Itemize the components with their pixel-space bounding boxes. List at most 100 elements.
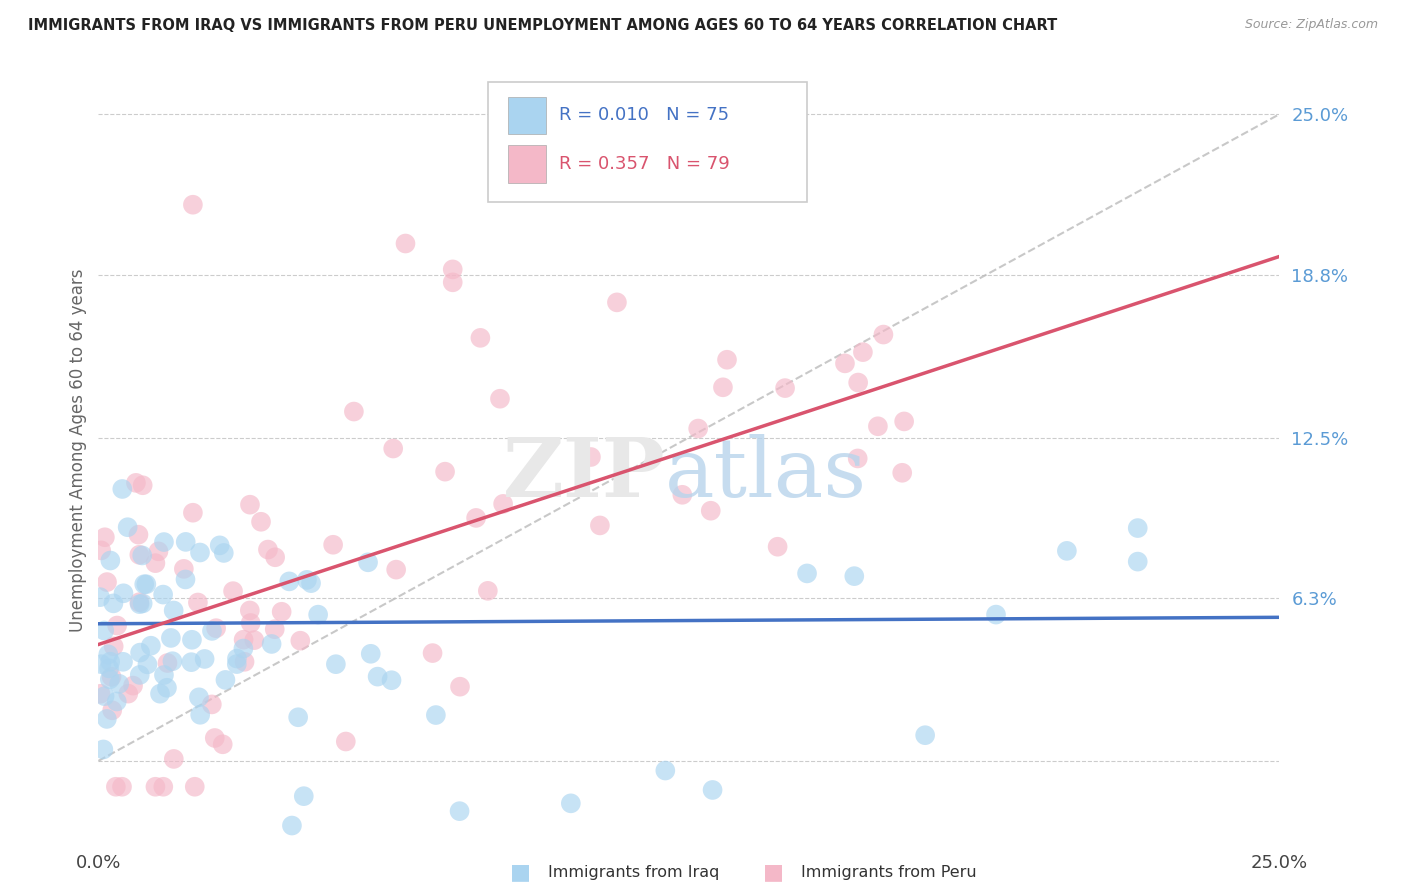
#aad4f0 [325,657,347,672]
#f4b8c8 [688,421,710,435]
#aad4f0 [112,655,135,669]
#f4b8c8 [90,543,112,558]
#aad4f0 [152,588,174,602]
#f4b8c8 [492,497,515,511]
#f4b8c8 [145,556,167,570]
#f4b8c8 [263,622,285,636]
Text: atlas: atlas [665,434,868,514]
#f4b8c8 [766,540,789,554]
#f4b8c8 [422,646,444,660]
#aad4f0 [128,668,150,682]
#f4b8c8 [145,780,167,794]
#f4b8c8 [122,679,145,693]
#f4b8c8 [239,498,262,512]
#f4b8c8 [211,737,233,751]
#aad4f0 [162,654,184,668]
#aad4f0 [292,789,315,804]
#f4b8c8 [94,530,117,544]
#f4b8c8 [773,381,796,395]
#aad4f0 [135,577,157,591]
Text: ZIP: ZIP [503,434,665,514]
#f4b8c8 [382,442,405,456]
#f4b8c8 [163,752,186,766]
#aad4f0 [93,742,115,756]
#aad4f0 [153,535,176,549]
#aad4f0 [112,586,135,600]
#f4b8c8 [128,595,150,609]
#f4b8c8 [852,345,875,359]
#f4b8c8 [322,538,344,552]
#aad4f0 [111,482,134,496]
Y-axis label: Unemployment Among Ages 60 to 64 years: Unemployment Among Ages 60 to 64 years [69,268,87,632]
#aad4f0 [93,624,115,638]
#f4b8c8 [893,414,915,428]
#f4b8c8 [184,780,207,794]
#f4b8c8 [465,511,488,525]
#f4b8c8 [201,698,224,712]
#aad4f0 [98,553,121,567]
#aad4f0 [232,641,254,656]
#aad4f0 [98,673,121,687]
#aad4f0 [560,797,582,811]
#f4b8c8 [205,621,228,635]
#aad4f0 [89,590,111,604]
#f4b8c8 [239,603,262,617]
#aad4f0 [367,670,389,684]
#f4b8c8 [846,376,869,390]
#f4b8c8 [103,640,125,654]
#f4b8c8 [470,331,492,345]
#aad4f0 [278,574,301,589]
#f4b8c8 [181,506,204,520]
#aad4f0 [117,520,139,534]
FancyBboxPatch shape [488,82,807,202]
Text: R = 0.357   N = 79: R = 0.357 N = 79 [560,155,730,173]
#f4b8c8 [343,404,366,418]
#f4b8c8 [335,734,357,748]
#f4b8c8 [204,731,226,745]
#aad4f0 [212,546,235,560]
#f4b8c8 [96,575,118,590]
#f4b8c8 [173,562,195,576]
#f4b8c8 [239,615,262,630]
#aad4f0 [654,764,676,778]
#aad4f0 [98,655,121,669]
#aad4f0 [225,657,247,671]
#f4b8c8 [606,295,628,310]
#f4b8c8 [111,780,134,794]
#f4b8c8 [489,392,512,406]
#f4b8c8 [222,584,245,599]
#f4b8c8 [105,618,128,632]
#aad4f0 [153,668,176,682]
#aad4f0 [174,534,197,549]
#f4b8c8 [257,542,280,557]
#aad4f0 [188,707,211,722]
#aad4f0 [97,648,120,662]
Text: ■: ■ [510,863,530,882]
#aad4f0 [380,673,402,688]
#aad4f0 [96,712,118,726]
#f4b8c8 [477,583,499,598]
#aad4f0 [93,689,115,703]
#f4b8c8 [846,451,869,466]
#f4b8c8 [589,518,612,533]
#f4b8c8 [181,198,204,212]
#aad4f0 [194,652,217,666]
Text: Immigrants from Iraq: Immigrants from Iraq [548,865,720,880]
#aad4f0 [226,651,249,665]
#f4b8c8 [700,504,723,518]
#f4b8c8 [891,466,914,480]
#f4b8c8 [187,595,209,609]
#aad4f0 [287,710,309,724]
#f4b8c8 [866,419,889,434]
#aad4f0 [139,639,162,653]
#f4b8c8 [100,670,122,684]
#f4b8c8 [449,680,471,694]
#aad4f0 [149,687,172,701]
#f4b8c8 [104,780,127,794]
#aad4f0 [105,694,128,708]
#aad4f0 [796,566,818,581]
#aad4f0 [160,631,183,645]
#aad4f0 [260,637,283,651]
#aad4f0 [163,603,186,617]
#f4b8c8 [872,327,894,342]
